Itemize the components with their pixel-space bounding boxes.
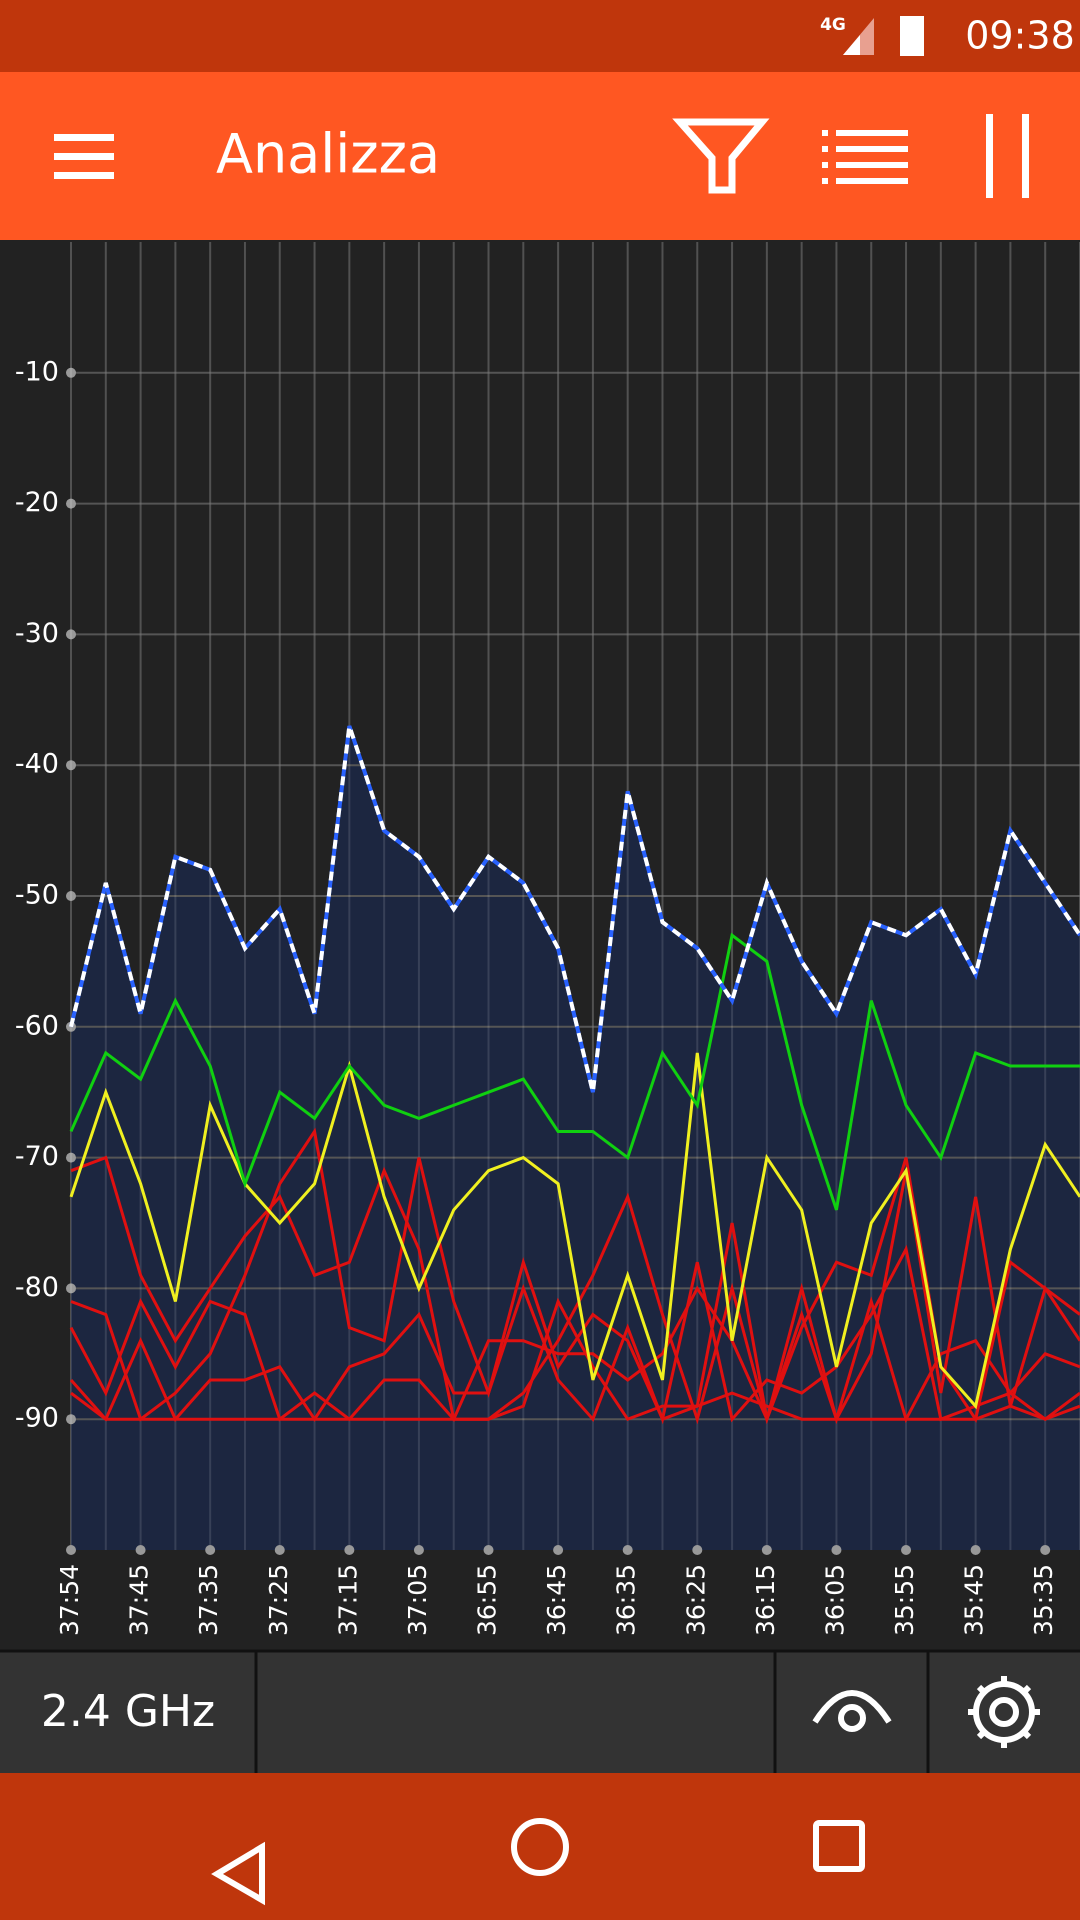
bottom-bar xyxy=(0,1651,1080,1773)
back-button[interactable] xyxy=(211,1841,265,1906)
y-tick-label: -70 xyxy=(15,1141,59,1172)
x-tick-label: 36:45 xyxy=(542,1564,571,1636)
nav-bar xyxy=(0,1773,1080,1920)
y-tick-dot xyxy=(66,1152,76,1163)
x-tick-dot xyxy=(831,1545,842,1555)
series-line xyxy=(69,1052,1080,1410)
x-tick-label: 36:55 xyxy=(473,1564,502,1636)
x-tick-label: 36:25 xyxy=(681,1564,710,1636)
y-tick-label: -50 xyxy=(15,880,59,911)
signal-icon xyxy=(843,18,874,55)
x-tick-label: 37:54 xyxy=(55,1564,84,1636)
x-tick-label: 36:35 xyxy=(612,1564,641,1636)
x-tick-label: 37:05 xyxy=(403,1564,432,1636)
x-tick-dot xyxy=(274,1545,285,1555)
y-tick-dot xyxy=(66,891,76,901)
app-bar xyxy=(0,72,1080,240)
series-line-dash xyxy=(69,725,1080,1093)
recents-button[interactable] xyxy=(813,1820,865,1872)
x-tick-label: 37:15 xyxy=(333,1564,362,1636)
series-line xyxy=(69,1285,1080,1425)
x-tick-label: 35:35 xyxy=(1029,1564,1058,1636)
settings-button[interactable] xyxy=(968,1676,1040,1748)
pause-button[interactable] xyxy=(986,114,1029,198)
band-button[interactable]: 2.4 GHz xyxy=(41,1686,215,1737)
app-title: Analizza xyxy=(216,123,440,186)
x-tick-dot xyxy=(901,1545,912,1555)
signal-icon-fill xyxy=(843,35,860,55)
x-tick-dot xyxy=(553,1545,564,1555)
plot: -90 -80 -70 -60 -50 -40 -30 -20 -10 37:54 37:45 37:… xyxy=(15,242,1080,1636)
y-tick-label: -60 xyxy=(15,1010,59,1041)
filter-button[interactable] xyxy=(672,118,770,194)
x-tick-dot xyxy=(66,1545,76,1555)
series-line xyxy=(70,1244,1080,1425)
y-tick-label: -90 xyxy=(15,1403,59,1434)
x-tick-label: 37:35 xyxy=(194,1564,223,1636)
y-tick-dot xyxy=(66,367,76,378)
x-tick-dot xyxy=(413,1545,424,1555)
x-tick-dot xyxy=(761,1545,772,1555)
y-tick-label: -80 xyxy=(15,1272,59,1303)
y-tick-label: -40 xyxy=(15,749,59,780)
y-tick-label: -30 xyxy=(15,618,59,649)
list-button[interactable] xyxy=(822,130,908,184)
x-tick-label: 36:05 xyxy=(820,1564,849,1636)
series-line xyxy=(70,1155,1080,1425)
y-tick-dot xyxy=(66,629,76,640)
view-button[interactable] xyxy=(812,1690,892,1732)
x-tick-dot xyxy=(1040,1545,1051,1555)
x-tick-dot xyxy=(970,1545,981,1555)
y-tick-label: -20 xyxy=(15,487,59,518)
x-tick-label: 37:25 xyxy=(264,1564,293,1636)
series-line xyxy=(69,1297,1080,1422)
series-line xyxy=(69,932,1080,1211)
clock: 09:38 xyxy=(965,14,1075,58)
y-tick-dot xyxy=(66,1414,76,1425)
x-tick-dot xyxy=(622,1545,633,1555)
x-tick-dot xyxy=(205,1545,216,1555)
network-type: 4G xyxy=(820,15,846,35)
x-tick-dot xyxy=(135,1545,146,1555)
x-tick-dot xyxy=(344,1545,355,1555)
y-tick-label: -10 xyxy=(15,356,59,387)
home-button[interactable] xyxy=(511,1818,569,1876)
x-tick-label: 35:45 xyxy=(960,1564,989,1636)
x-tick-label: 36:15 xyxy=(751,1564,780,1636)
x-tick-label: 37:45 xyxy=(125,1564,154,1636)
area xyxy=(71,725,1080,1550)
x-tick-dot xyxy=(483,1545,494,1555)
x-tick-dot xyxy=(692,1545,703,1555)
y-tick-dot xyxy=(66,1283,76,1294)
y-tick-dot xyxy=(66,760,76,771)
menu-button[interactable] xyxy=(54,134,114,179)
battery-icon xyxy=(900,16,924,56)
y-tick-dot xyxy=(66,498,76,509)
x-tick-label: 35:55 xyxy=(890,1564,919,1636)
